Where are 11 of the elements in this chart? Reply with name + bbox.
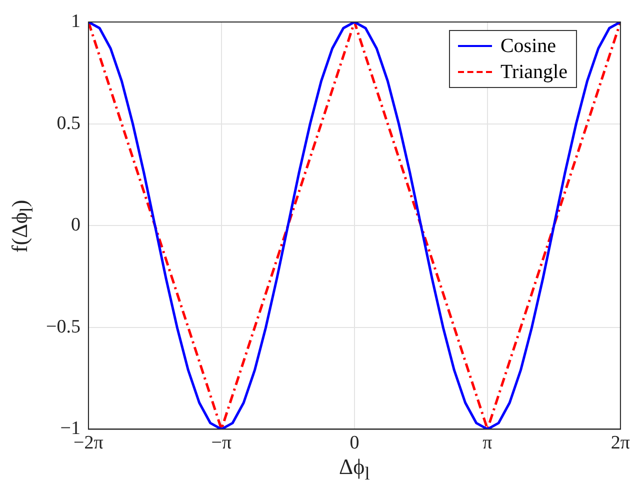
x-axis-title: Δϕ$_{l}$ <box>338 454 370 484</box>
legend-label: Triangle <box>500 60 568 84</box>
x-tick-label: −π <box>211 432 232 454</box>
x-tick-label: 2π <box>610 432 630 454</box>
y-tick-label: 0.5 <box>56 112 80 134</box>
x-tick-label: π <box>482 432 493 454</box>
y-tick-label: 0 <box>70 214 80 236</box>
y-tick-label: −0.5 <box>46 316 80 338</box>
x-tick-label: 0 <box>350 432 360 454</box>
legend-label: Cosine <box>500 34 556 58</box>
y-tick-label: 1 <box>70 10 80 32</box>
